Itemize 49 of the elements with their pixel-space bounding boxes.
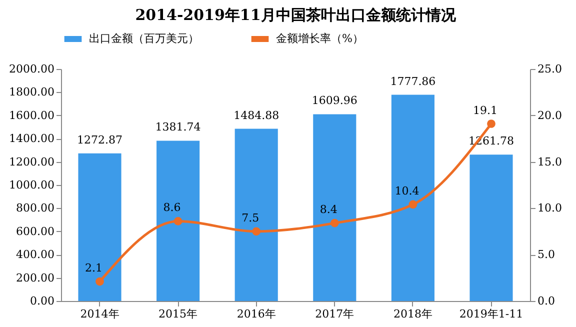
bar	[234, 128, 278, 301]
data-label: 1609.96	[312, 94, 358, 108]
bar	[391, 94, 434, 301]
data-label: 8.4	[320, 203, 338, 216]
bar	[470, 154, 513, 301]
data-label: 2.1	[85, 262, 103, 275]
chart-title: 2014-2019年11月中国茶叶出口金额统计情况	[135, 6, 457, 24]
y-tick-label: 800.00	[16, 202, 54, 215]
data-label: 7.5	[242, 211, 260, 224]
x-tick-label: 2016年	[236, 308, 276, 320]
data-label: 19.1	[472, 104, 498, 117]
point	[174, 217, 182, 226]
y2-tick-label: 20.0	[538, 108, 562, 122]
legend-label: 金额增长率（%）	[276, 32, 364, 45]
point	[252, 227, 261, 236]
x-tick-label: 2015年	[158, 308, 198, 320]
data-label: 1381.74	[155, 120, 201, 134]
y-tick-label: 400.00	[16, 248, 54, 262]
y2-tick-label: 15.0	[538, 155, 562, 168]
bar	[313, 114, 356, 301]
point	[487, 120, 496, 128]
x-tick-label: 2017年	[315, 308, 354, 320]
y-tick-label: 1600.00	[9, 108, 54, 122]
data-label: 1484.88	[234, 108, 280, 122]
x-tick-label: 2018年	[393, 308, 432, 320]
x-tick-label: 2019年1-11	[459, 308, 524, 320]
y-tick-label: 1200.00	[9, 155, 54, 168]
y-tick-label: 200.00	[16, 271, 54, 284]
data-label: 10.4	[394, 184, 420, 198]
y-tick-label: 1800.00	[9, 86, 54, 99]
y2-tick-label: 10.0	[538, 202, 562, 215]
bar	[156, 140, 200, 301]
y-tick-label: 2000.00	[9, 62, 54, 76]
x-tick-label: 2014年	[80, 308, 120, 320]
data-label: 1777.86	[390, 74, 436, 88]
bar	[78, 153, 122, 301]
y2-tick-label: 25.0	[538, 62, 562, 76]
y2-tick-label: 5.0	[538, 248, 555, 262]
data-label: 1272.87	[77, 133, 123, 146]
y2-tick-label: 0.0	[538, 294, 555, 308]
y-tick-label: 600.00	[16, 224, 54, 238]
y-tick-label: 0.00	[30, 294, 54, 308]
point	[408, 200, 418, 209]
point	[330, 218, 339, 228]
point	[96, 277, 104, 286]
y-tick-label: 1400.00	[9, 132, 54, 146]
data-label: 8.6	[163, 201, 181, 214]
legend-label: 出口金额（百万美元）	[89, 32, 199, 45]
y-tick-label: 1000.00	[9, 178, 54, 192]
